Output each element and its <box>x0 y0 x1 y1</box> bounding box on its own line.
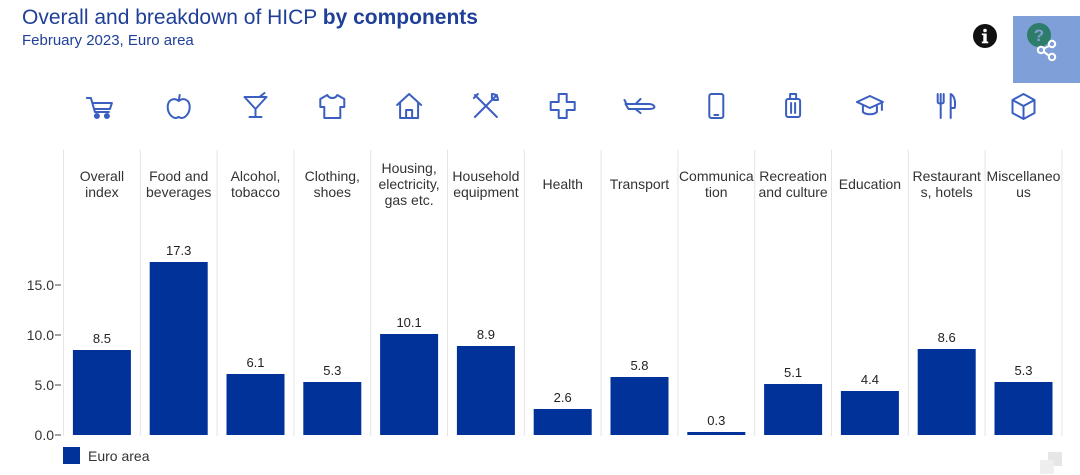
bar[interactable] <box>456 346 515 435</box>
category-label: Education <box>839 176 901 192</box>
chart-title: Overall and breakdown of HICP by compone… <box>22 6 478 30</box>
bar[interactable] <box>380 334 439 435</box>
category-label: Transport <box>610 176 670 192</box>
svg-text:?: ? <box>1034 26 1044 45</box>
value-label: 8.9 <box>477 327 495 342</box>
bar[interactable] <box>610 377 669 435</box>
box-icon <box>1011 93 1036 120</box>
column-dividers <box>63 150 1063 436</box>
value-label: 4.4 <box>861 372 879 387</box>
category-label: Food and beverages <box>146 168 211 200</box>
medical-cross-icon <box>549 93 576 119</box>
fork-knife-icon <box>936 93 957 119</box>
bar[interactable] <box>303 382 362 435</box>
value-label: 5.3 <box>1014 363 1032 378</box>
category-label: Clothing, shoes <box>305 168 360 200</box>
apple-icon <box>166 94 191 119</box>
bar[interactable] <box>72 350 131 435</box>
y-tick-label: 0.0 <box>35 427 55 443</box>
value-label: 6.1 <box>246 355 264 370</box>
value-label: 5.8 <box>630 358 648 373</box>
value-label: 8.6 <box>938 330 956 345</box>
y-tick-label: 10.0 <box>27 327 54 343</box>
value-labels: 8.5 17.3 6.1 5.3 10.1 8.9 2.6 5.8 0.3 5.1 4.4 8.6 5.… <box>93 243 1033 428</box>
value-label: 0.3 <box>707 413 725 428</box>
info-icon[interactable] <box>973 24 997 48</box>
title-regular: Overall and breakdown of HICP <box>22 6 323 29</box>
category-label: Miscellaneo us <box>987 168 1061 200</box>
value-label: 17.3 <box>166 243 191 258</box>
bar[interactable] <box>533 409 592 435</box>
share-panel[interactable]: ? <box>1013 16 1080 83</box>
bar[interactable] <box>840 391 899 435</box>
share-icon[interactable] <box>1036 39 1057 62</box>
category-label: Health <box>542 176 582 192</box>
shirt-icon <box>319 94 346 119</box>
bar[interactable] <box>764 384 823 435</box>
y-tick-label: 5.0 <box>35 377 55 393</box>
chart-subtitle: February 2023, Euro area <box>22 32 194 49</box>
title-bold: by components <box>322 6 478 29</box>
y-axis: 0.0 5.0 10.0 15.0 <box>27 277 61 443</box>
airplane-icon <box>623 98 656 114</box>
help-icon[interactable]: ? <box>1027 23 1051 47</box>
category-label: Restaurant s, hotels <box>912 168 981 200</box>
bar[interactable] <box>917 349 976 435</box>
suitcase-icon <box>785 93 802 118</box>
category-label: Communica tion <box>679 168 754 200</box>
bar[interactable] <box>687 432 746 435</box>
category-label: Recreation and culture <box>758 168 827 200</box>
category-labels: Overall index Food and beverages Alcohol, tob… <box>80 160 1061 208</box>
value-label: 10.1 <box>396 315 421 330</box>
category-label: Overall index <box>80 168 124 200</box>
value-label: 8.5 <box>93 331 111 346</box>
bar[interactable] <box>226 374 285 435</box>
value-label: 5.3 <box>323 363 341 378</box>
legend-swatch[interactable] <box>63 447 80 464</box>
value-label: 2.6 <box>554 390 572 405</box>
house-icon <box>396 93 423 119</box>
category-label: Household equipment <box>452 168 519 200</box>
bar[interactable] <box>149 262 208 435</box>
legend: Euro area <box>63 447 150 464</box>
category-label: Alcohol, tobacco <box>231 168 281 200</box>
value-label: 5.1 <box>784 365 802 380</box>
shopping-cart-icon <box>85 97 113 119</box>
bars <box>72 262 1053 435</box>
mobile-phone-icon <box>708 93 725 119</box>
tools-icon <box>472 93 499 118</box>
cocktail-glass-icon <box>243 92 268 118</box>
category-icons <box>85 92 1036 120</box>
legend-label[interactable]: Euro area <box>88 448 150 464</box>
resize-handle-icon[interactable] <box>1040 452 1062 474</box>
category-label: Housing, electricity, gas etc. <box>378 160 439 208</box>
bar[interactable] <box>994 382 1053 435</box>
y-tick-label: 15.0 <box>27 277 54 293</box>
graduation-cap-icon <box>855 95 884 116</box>
